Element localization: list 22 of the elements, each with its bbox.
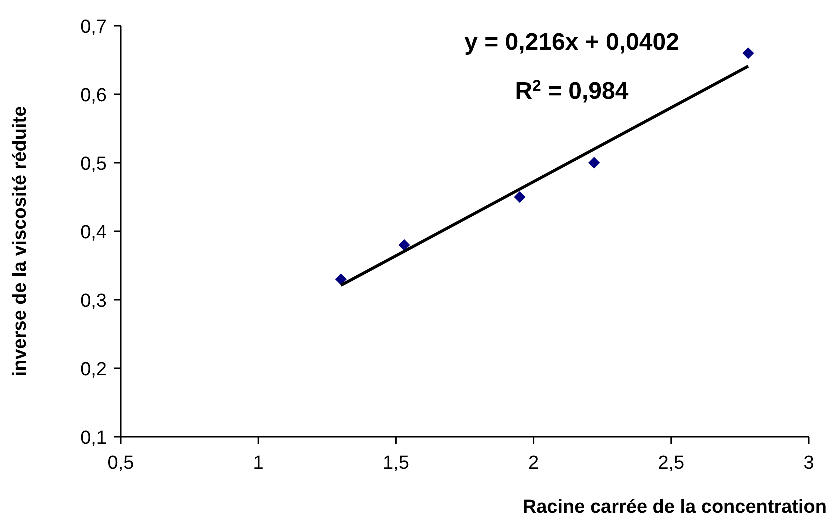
point <box>588 157 600 169</box>
y-tick-label: 0,2 <box>80 360 107 380</box>
y-tick-label: 0,5 <box>80 154 107 175</box>
y-tick-label: 0,3 <box>80 291 107 312</box>
annotation: R$^{2}$ = 0,984 <box>515 78 630 105</box>
point <box>398 239 410 252</box>
point <box>742 48 754 60</box>
point <box>514 191 526 204</box>
annotation: y = 0,216x + 0,0402 <box>464 29 680 56</box>
x-tick-label: 3 <box>804 453 814 474</box>
y-tick-label: 0,7 <box>80 17 107 38</box>
x-tick-label: 1,5 <box>382 453 410 474</box>
y-tick-label: 0,4 <box>80 222 108 244</box>
x-tick-label: 2,5 <box>658 453 685 474</box>
y-axis-title: inverse de la viscosité réduite <box>10 106 31 377</box>
y-tick-label: 0,1 <box>80 428 107 449</box>
y-tick-label: 0,6 <box>80 86 107 106</box>
point <box>335 274 347 286</box>
x-tick-label: 0,5 <box>108 453 134 474</box>
x-tick-label: 2 <box>528 453 540 474</box>
x-axis-title: Racine carrée de la concentration <box>522 497 827 518</box>
x-tick-label: 1 <box>253 453 264 474</box>
